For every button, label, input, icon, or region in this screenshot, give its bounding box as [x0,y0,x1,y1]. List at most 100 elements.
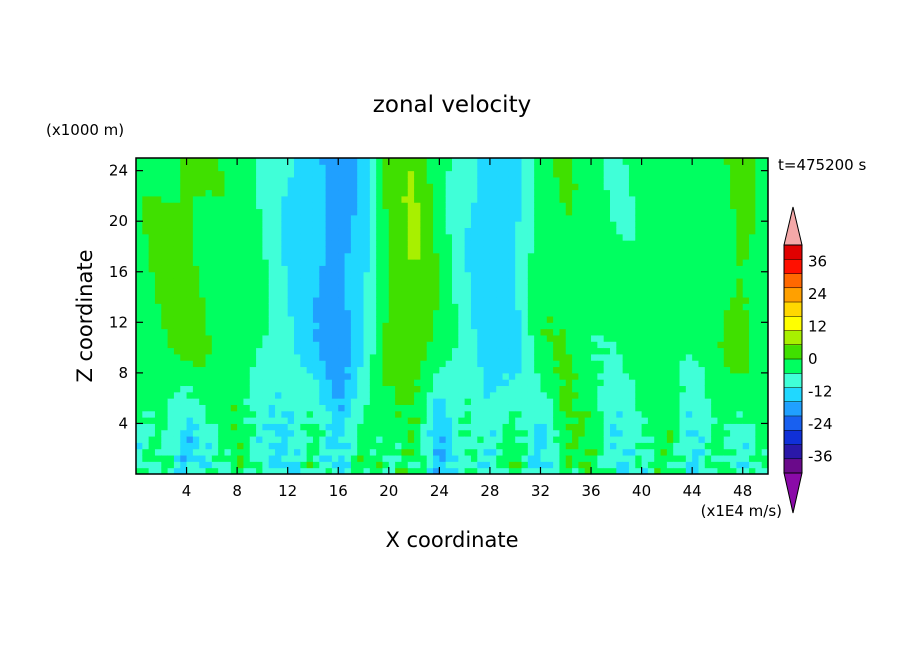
heatmap-cell [420,461,428,469]
heatmap-cell [565,455,573,462]
heatmap-cell [344,265,352,273]
heatmap-cell [420,341,428,349]
heatmap-cell [502,385,510,393]
heatmap-cell [704,404,712,412]
heatmap-cell [597,240,605,247]
heatmap-cell [603,278,611,285]
heatmap-cell [167,284,175,292]
heatmap-cell [698,423,706,431]
heatmap-cell [603,183,611,191]
heatmap-cell [723,208,731,216]
heatmap-cell [452,322,459,330]
heatmap-cell [458,195,466,203]
heatmap-cell [211,360,219,368]
heatmap-cell [534,309,541,317]
heatmap-cell [616,221,624,229]
heatmap-cell [654,360,662,368]
heatmap-cell [628,290,636,298]
heatmap-cell [237,252,244,260]
heatmap-cell [578,423,586,431]
heatmap-cell [742,341,750,349]
heatmap-cell [679,227,687,235]
heatmap-cell [692,347,699,355]
heatmap-cell [148,417,156,424]
heatmap-cell [692,410,699,418]
heatmap-cell [243,366,251,374]
heatmap-cell [388,176,396,184]
heatmap-cell [698,334,706,342]
heatmap-cell [148,322,156,330]
heatmap-cell [717,316,725,323]
heatmap-cell [685,455,693,462]
heatmap-cell [192,341,200,349]
heatmap-cell [154,322,162,330]
heatmap-cell [243,398,251,405]
heatmap-cell [363,284,371,292]
heatmap-cell [591,423,598,431]
heatmap-cell [420,360,428,368]
heatmap-cell [489,436,497,443]
heatmap-cell [515,227,523,235]
heatmap-cell [584,442,592,450]
heatmap-cell [635,290,643,298]
heatmap-cell [312,214,320,222]
heatmap-cell [300,271,308,279]
heatmap-cell [572,290,579,298]
heatmap-cell [230,436,238,443]
heatmap-cell [268,334,276,342]
heatmap-cell [439,170,447,178]
heatmap-cell [167,259,175,266]
heatmap-cell [565,214,573,222]
heatmap-cell [256,278,263,285]
heatmap-cell [730,417,737,424]
heatmap-cell [502,398,510,405]
heatmap-cell [597,385,605,393]
heatmap-cell [666,372,674,380]
heatmap-cell [439,278,447,285]
heatmap-cell [161,429,169,437]
heatmap-cell [256,265,263,273]
heatmap-cell [704,259,712,266]
heatmap-cell [761,391,769,399]
heatmap-cell [616,366,624,374]
heatmap-cell [603,379,611,387]
heatmap-cell [161,436,169,443]
heatmap-cell [262,183,270,191]
heatmap-cell [439,328,447,336]
heatmap-cell [319,259,327,266]
heatmap-cell [654,316,662,323]
heatmap-cell [483,208,491,216]
heatmap-cell [502,423,510,431]
heatmap-cell [666,442,674,450]
heatmap-cell [338,170,346,178]
heatmap-cell [287,246,295,254]
heatmap-cell [306,290,314,298]
heatmap-cell [445,410,453,418]
heatmap-cell [647,467,655,475]
heatmap-cell [237,297,244,304]
heatmap-cell [553,341,560,349]
heatmap-cell [591,259,598,266]
heatmap-cell [319,158,327,165]
heatmap-cell [167,366,175,374]
heatmap-cell [136,366,143,374]
heatmap-cell [698,214,706,222]
heatmap-cell [591,297,598,304]
heatmap-cell [742,372,750,380]
heatmap-cell [281,423,289,431]
heatmap-cell [275,353,282,361]
heatmap-cell [723,309,731,317]
heatmap-cell [597,461,605,469]
heatmap-cell [350,214,358,222]
heatmap-cell [243,240,251,247]
heatmap-cell [338,467,346,475]
heatmap-cell [711,341,718,349]
heatmap-cell [616,467,624,475]
heatmap-cell [660,233,668,241]
heatmap-cell [262,410,270,418]
heatmap-cell [597,347,605,355]
heatmap-cell [660,436,668,443]
heatmap-cell [616,233,624,241]
heatmap-cell [761,221,769,229]
heatmap-cell [211,297,219,304]
